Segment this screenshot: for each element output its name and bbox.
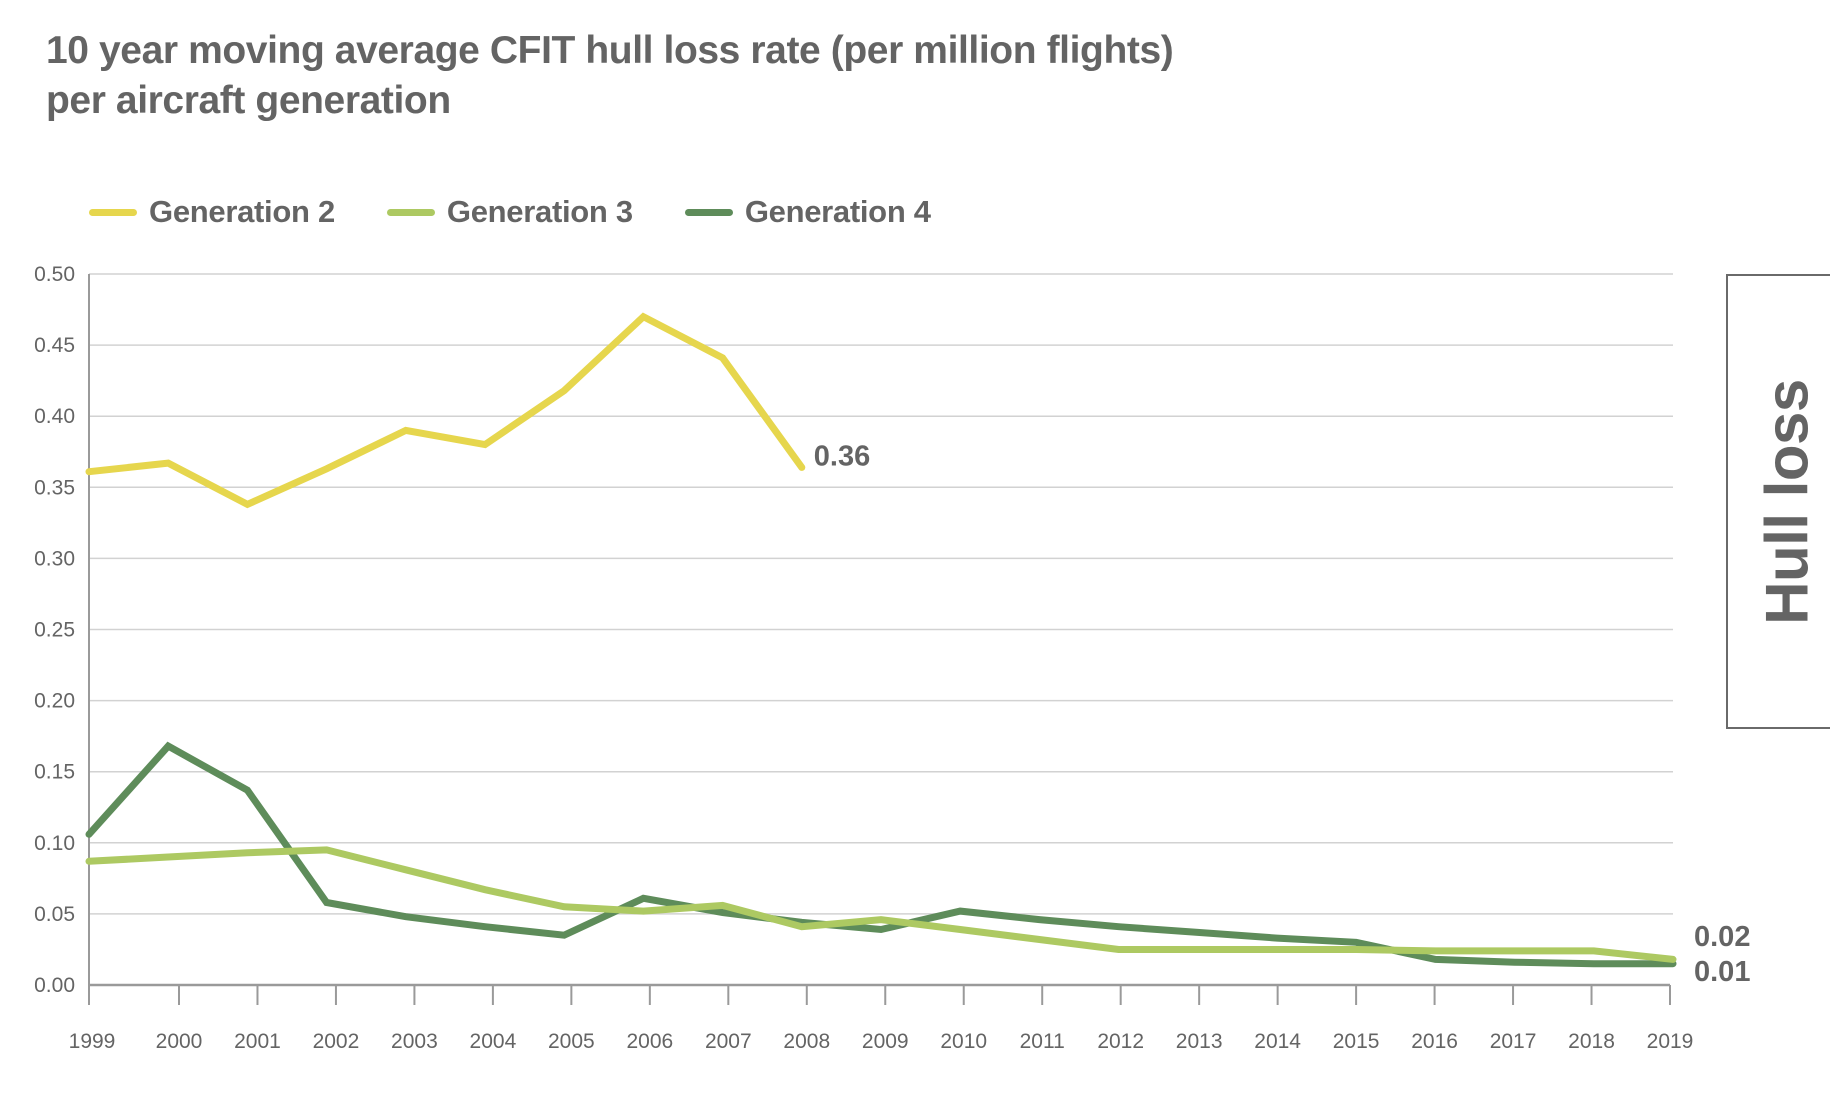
end-label-generation-4: 0.01	[1694, 956, 1750, 988]
y-tick-label: 0.40	[34, 405, 75, 428]
x-tick-label: 2000	[156, 1030, 203, 1053]
legend-label-generation-4: Generation 4	[744, 194, 931, 229]
y-tick-label: 0.15	[34, 761, 75, 784]
y-tick-label: 0.35	[34, 476, 75, 499]
y-tick-label: 0.10	[34, 832, 75, 855]
x-tick-label: 2007	[705, 1030, 752, 1053]
gridlines	[89, 273, 1673, 915]
x-tick-label: 2014	[1254, 1030, 1301, 1053]
y-axis-tick-labels: 0.00 0.05 0.10 0.15 0.20 0.25 0.30 0.35 0.40 0.45…	[34, 263, 75, 997]
x-tick-label: 2016	[1411, 1030, 1458, 1053]
x-tick-label: 2009	[862, 1030, 909, 1053]
x-tick-label: 1999	[69, 1030, 116, 1053]
legend-label-generation-2: Generation 2	[149, 194, 335, 229]
x-tick-label: 2003	[391, 1030, 438, 1053]
x-tick-label: 2006	[626, 1030, 673, 1053]
series-line-generation-4	[85, 741, 1677, 968]
x-axis-tick-labels: 1999 2000 2001 2002 2003 2004 2005 2006 2007 2008…	[69, 1030, 1694, 1053]
chart-title-line-2: per aircraft generation	[46, 79, 451, 122]
legend-item-generation-3: Generation 3	[386, 194, 633, 230]
y-tick-label: 0.45	[34, 334, 75, 357]
chart-title: 10 year moving average CFIT hull loss ra…	[46, 26, 1174, 126]
y-tick-label: 0.50	[34, 263, 75, 286]
x-tick-label: 2005	[548, 1030, 595, 1053]
side-panel: Hull loss	[1726, 274, 1830, 729]
legend-swatch-generation-2	[89, 208, 137, 216]
y-tick-label: 0.20	[34, 690, 75, 713]
y-tick-label: 0.25	[34, 619, 75, 642]
legend-swatch-generation-4	[684, 208, 733, 216]
x-tick-label: 2001	[234, 1030, 281, 1053]
x-tick-label: 2008	[783, 1030, 830, 1053]
end-label-generation-3: 0.02	[1694, 921, 1750, 953]
x-tick-label: 2012	[1097, 1030, 1144, 1053]
x-tick-label: 2004	[470, 1030, 517, 1053]
legend: Generation 2 Generation 3 Generation 4	[89, 193, 983, 231]
x-tick-label: 2018	[1568, 1030, 1615, 1053]
x-tick-label: 2002	[313, 1030, 360, 1053]
x-tick-label: 2017	[1490, 1030, 1537, 1053]
y-tick-label: 0.05	[34, 903, 75, 926]
end-label-generation-2: 0.36	[814, 440, 870, 472]
legend-item-generation-2: Generation 2	[89, 194, 335, 230]
series-line-generation-3	[85, 846, 1677, 963]
x-tick-label: 2013	[1176, 1030, 1223, 1053]
axes	[88, 274, 1671, 1005]
side-panel-label: Hull loss	[1753, 378, 1821, 625]
legend-label-generation-3: Generation 3	[446, 194, 633, 229]
x-tick-label: 2011	[1020, 1030, 1065, 1053]
y-tick-label: 0.00	[34, 974, 75, 997]
legend-swatch-generation-3	[386, 208, 435, 216]
legend-item-generation-4: Generation 4	[684, 194, 931, 230]
series-lines	[85, 312, 1677, 968]
x-tick-label: 2010	[940, 1030, 987, 1053]
end-labels: 0.36 0.020.01	[814, 440, 1751, 988]
x-tick-label: 2019	[1647, 1030, 1694, 1053]
series-line-generation-2	[85, 312, 806, 509]
y-tick-label: 0.30	[34, 547, 75, 570]
x-tick-label: 2015	[1333, 1030, 1380, 1053]
chart-title-line-1: 10 year moving average CFIT hull loss ra…	[46, 29, 1174, 72]
